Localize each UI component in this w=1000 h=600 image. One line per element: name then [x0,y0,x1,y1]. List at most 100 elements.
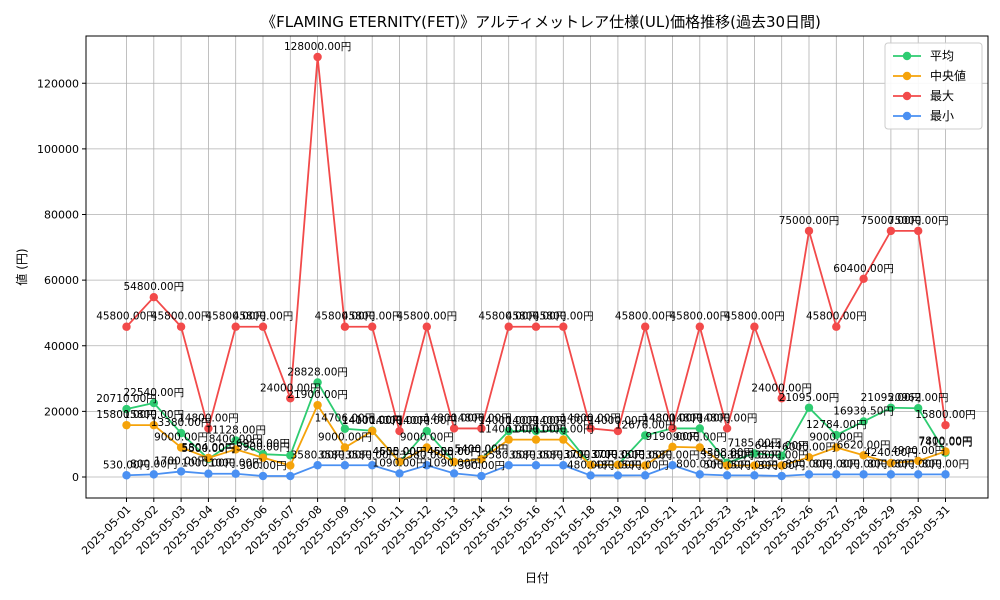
data-label: 45800.00円 [315,311,376,323]
data-label: 45800.00円 [506,311,567,323]
data-label: 4600.00円 [427,446,481,458]
legend-entry: 最小 [930,109,954,123]
data-point [886,226,896,236]
data-label: 5400.00円 [454,443,508,455]
data-label: 45800.00円 [342,311,403,323]
data-point [832,443,841,452]
data-point [586,471,595,480]
y-tick-label: 20000 [44,405,79,418]
data-label: 14000.00円 [533,415,594,427]
data-label: 22540.00円 [123,387,184,399]
y-tick-label: 0 [72,471,79,484]
data-label: 14000.00円 [396,415,457,427]
plot-frame [85,35,989,499]
data-point [313,52,322,62]
data-label: 9190.00円 [646,431,700,443]
data-point [722,471,732,480]
data-point [832,322,841,331]
data-label: 480.00円 [594,459,641,471]
data-point [777,461,786,470]
y-tick-label: 80000 [44,209,79,222]
data-label: 3500.00円 [618,450,672,462]
legend-entry: 最大 [930,89,954,103]
data-point [286,451,295,460]
data-label: 14800.00円 [451,412,512,424]
data-point [859,274,868,284]
data-label: 14000.00円 [342,415,403,427]
y-tick-label: 60000 [44,274,79,287]
data-label: 14000.00円 [478,415,539,427]
data-point [231,445,240,454]
data-point [395,469,404,478]
data-label: 6444.00円 [755,440,809,452]
data-label: 4240.00円 [864,447,918,459]
data-point [695,443,704,452]
data-point [613,471,623,480]
data-point [258,322,268,331]
legend-frame [884,42,983,130]
data-point [531,322,541,331]
data-label: 14800.00円 [669,412,730,424]
data-label: 1700.00円 [154,455,208,467]
data-label: 75000.00円 [861,215,922,227]
data-label: 54800.00円 [123,281,184,293]
data-point [668,461,677,470]
data-point [859,417,868,426]
series-layer [122,52,950,481]
data-label: 15800.00円 [96,409,157,421]
y-tick-label: 40000 [44,340,79,353]
data-point [914,226,923,236]
data-point [286,394,295,403]
data-point [122,404,131,414]
data-label: 300.00円 [458,460,505,472]
data-label: 4900.00円 [891,445,945,457]
data-label: 128000.00円 [284,41,351,53]
data-point [422,461,431,470]
data-label: 7410.00円 [919,437,973,449]
data-point [286,471,295,481]
data-point [559,322,568,331]
data-label: 8400.00円 [209,433,263,445]
data-label: 21900.00円 [287,389,348,401]
data-point [804,470,814,479]
legend-swatch-marker [902,111,912,121]
data-label: 4555.00円 [373,446,427,458]
data-label: 1000.00円 [181,458,235,470]
y-tick-label: 120000 [37,77,79,90]
data-point [231,322,240,331]
data-point [832,470,841,479]
data-label: 13380.00円 [151,417,212,429]
data-label: 5900.00円 [236,442,290,454]
data-point [477,455,486,464]
data-point [777,394,786,403]
data-point [422,443,431,452]
data-label: 530.00円 [103,459,150,471]
data-label: 800.00円 [785,458,832,470]
data-point [641,431,650,440]
data-point [722,461,732,470]
data-label: 3700.00円 [564,449,618,461]
data-point [504,461,513,470]
data-label: 480.00円 [567,459,614,471]
data-point [886,403,896,412]
data-point [641,471,650,480]
data-label: 14800.00円 [178,412,239,424]
data-point [340,461,350,470]
data-point [204,453,213,463]
data-point [941,447,950,456]
data-point [504,435,513,444]
data-label: 45800.00円 [806,311,867,323]
data-label: 7800.00円 [919,435,973,447]
data-label: 3500.00円 [700,450,754,462]
data-label: 6950.00円 [236,438,290,450]
data-label: 3580.00円 [345,449,399,461]
data-label: 500.00円 [622,459,669,471]
data-point [559,426,568,436]
data-point [695,424,704,433]
data-label: 800.00円 [813,458,860,470]
data-point [176,443,186,452]
data-point [750,461,759,470]
data-point [613,426,623,436]
